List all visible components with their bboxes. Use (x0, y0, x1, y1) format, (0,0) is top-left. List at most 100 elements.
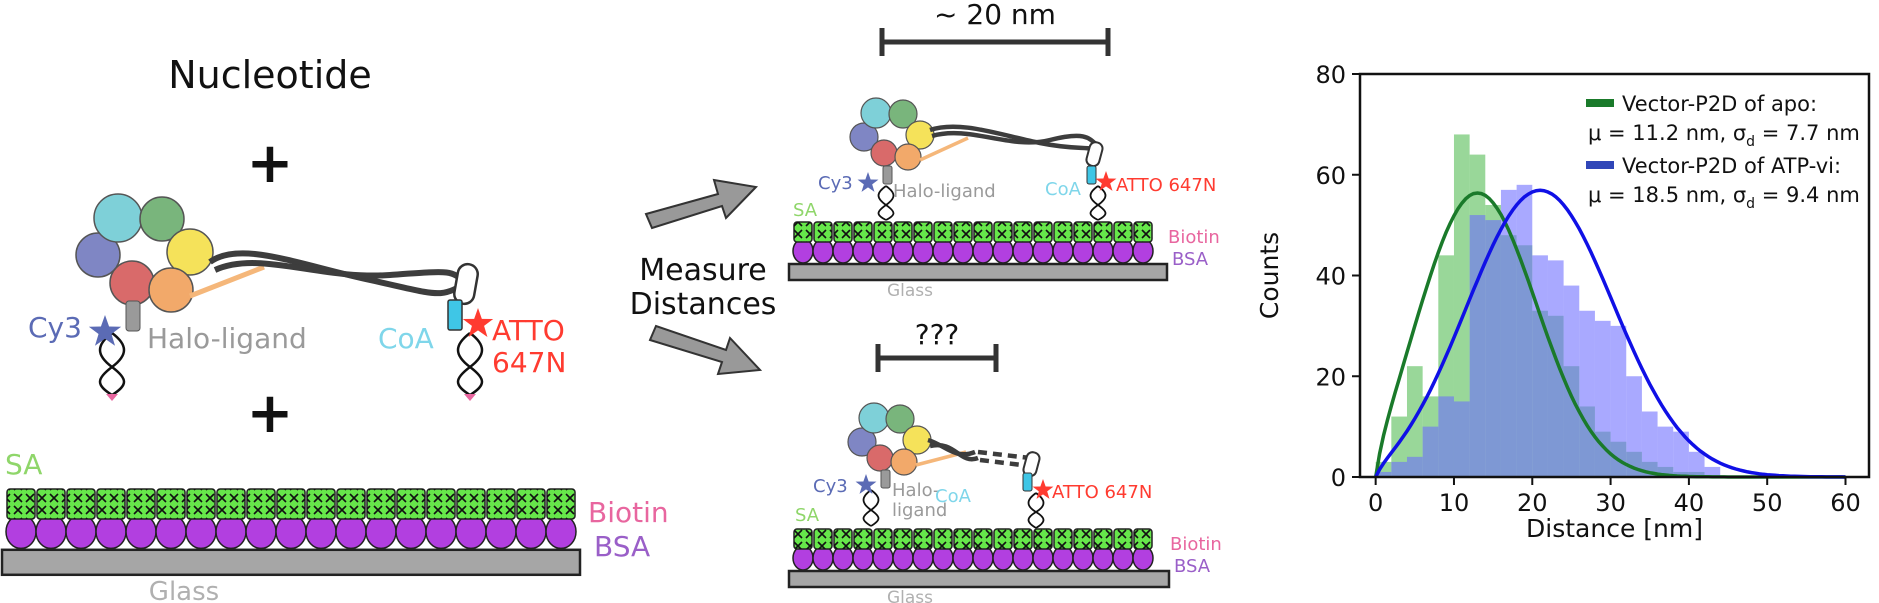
x-tick-label: 0 (1368, 489, 1383, 517)
bottom-glass (787, 569, 1171, 589)
dna-helix-right-b (456, 332, 484, 397)
dna-bottom-left-b (862, 489, 880, 527)
nucleotide-label: Nucleotide (168, 53, 372, 97)
left-sa-pattern (307, 489, 335, 519)
bottom-sa-pattern (854, 529, 872, 549)
left-bsa-unit (155, 514, 187, 550)
motor-protein-bottom (847, 402, 932, 476)
bsa-label: BSA (594, 530, 650, 563)
sa-label-bottom: SA (795, 505, 820, 526)
motor-protein-top (849, 97, 935, 171)
coa-tag-bottom (1022, 472, 1033, 492)
halo-label-bottom-1: Halo- (892, 480, 939, 501)
dna-end-right (464, 394, 476, 401)
fit-curve (1374, 188, 1846, 479)
bottom-sa-pattern (994, 529, 1012, 549)
sa-label-top: SA (793, 200, 818, 221)
glass-label: Glass (149, 577, 219, 603)
sa-label: SA (5, 448, 42, 481)
histogram-bar (1375, 471, 1392, 477)
top-sa-pattern (1094, 222, 1112, 242)
cy3-star-top-icon (857, 172, 879, 192)
left-bsa-unit (215, 514, 247, 550)
left-sa-pattern (37, 489, 65, 519)
bottom-sa-pattern (954, 529, 972, 549)
tail-strand-2 (213, 260, 473, 291)
distance-20nm-label: ~ 20 nm (934, 0, 1056, 31)
atto-star-bottom-icon (1032, 479, 1054, 499)
left-bsa-unit (485, 514, 517, 550)
left-bsa-unit (5, 514, 37, 550)
atto-star-top-icon (1095, 171, 1117, 191)
tail-bottom-dashed-1 (977, 449, 1031, 461)
measure-label-1: Measure (639, 253, 767, 288)
atto-label-line1: ATTO (492, 314, 565, 347)
top-sa-pattern (994, 222, 1012, 242)
halo-label-top: Halo-ligand (893, 181, 996, 202)
x-tick-label: 10 (1439, 489, 1470, 517)
histogram-bar (1657, 426, 1674, 477)
cy3-label-bottom: Cy3 (813, 476, 848, 497)
biotin-label: Biotin (588, 496, 669, 529)
top-sa-pattern (1074, 222, 1092, 242)
histogram-bar (1406, 456, 1423, 477)
dna-helix-left-b (98, 332, 126, 397)
left-sa-pattern (187, 489, 215, 519)
motor-protein (75, 193, 214, 313)
dna-top-left-b (877, 185, 895, 221)
top-sa-pattern (894, 222, 912, 242)
left-bsa-unit (545, 514, 577, 550)
top-sa-pattern (834, 222, 852, 242)
x-axis-label: Distance [nm] (1526, 514, 1703, 543)
x-tick-label: 60 (1830, 489, 1861, 517)
left-sa-pattern (127, 489, 155, 519)
tail-bottom-2 (929, 442, 979, 462)
bottom-sa-pattern (1114, 529, 1132, 549)
left-bsa-unit (365, 514, 397, 550)
cy3-label: Cy3 (28, 311, 82, 344)
x-tick-label: 40 (1674, 489, 1705, 517)
histogram-bar (1673, 431, 1689, 477)
surface-top (787, 221, 1169, 282)
bottom-sa-pattern (1054, 529, 1072, 549)
left-sa-pattern (397, 489, 425, 519)
histogram-bar (1547, 260, 1564, 477)
left-bsa-unit (65, 514, 97, 550)
scale-bar-20nm (879, 28, 1111, 56)
left-bsa-unit (245, 514, 277, 550)
tail-end-top (1085, 141, 1104, 168)
tail-bottom-dashed-2 (979, 457, 1031, 469)
left-bsa-unit (425, 514, 457, 550)
legend-label: Vector-P2D of apo: (1622, 92, 1817, 116)
motor-domain-cyan (93, 193, 143, 243)
top-sa-pattern (1134, 222, 1152, 242)
top-sa-pattern (1114, 222, 1132, 242)
left-sa-pattern (7, 489, 35, 519)
left-sa-pattern (367, 489, 395, 519)
histogram-bar (1688, 451, 1705, 477)
histogram-bar (1391, 461, 1407, 477)
histogram-bar (1579, 310, 1595, 477)
left-bsa-unit (275, 514, 307, 550)
arrows (644, 178, 763, 376)
surface-left (0, 488, 582, 577)
top-sa-pattern (854, 222, 872, 242)
dna-top-right-b (1089, 185, 1107, 221)
left-bsa-unit (35, 514, 67, 550)
bottom-sa-pattern (1094, 529, 1112, 549)
left-sa-pattern (67, 489, 95, 519)
top-sa-pattern (954, 222, 972, 242)
left-sa-pattern (217, 489, 245, 519)
histogram-bar (1594, 320, 1611, 477)
coa-label-bottom: CoA (935, 486, 972, 507)
left-bsa-unit (125, 514, 157, 550)
top-sa-pattern (794, 222, 812, 242)
y-tick-label: 80 (1315, 61, 1346, 89)
motor-domain-red (109, 260, 155, 306)
top-sa-pattern (1014, 222, 1032, 242)
top-sa-pattern (1054, 222, 1072, 242)
y-tick-label: 20 (1315, 363, 1346, 391)
middle-top-panel: ~ 20 nm Cy3 Halo-ligand CoA ATTO 647N SA… (787, 0, 1220, 301)
histogram-bar (1626, 376, 1642, 477)
